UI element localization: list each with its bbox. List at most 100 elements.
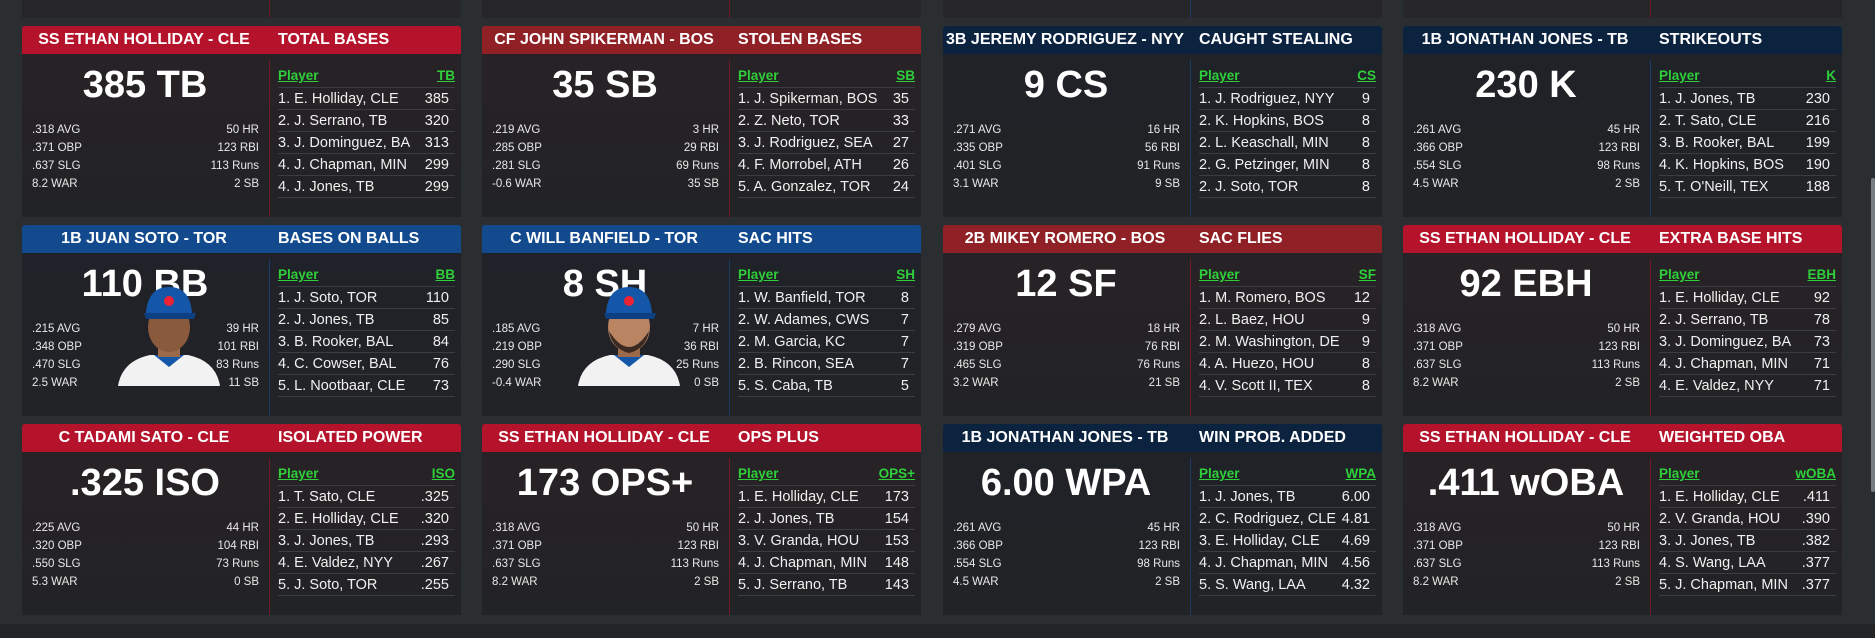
column-stat[interactable]: wOBA [1795, 466, 1837, 481]
leader-row[interactable]: 4. J. Chapman, MIN 71 [1659, 353, 1836, 375]
leader-row[interactable]: 5. T. O'Neill, TEX 188 [1659, 176, 1836, 198]
leader-row[interactable]: 2. K. Hopkins, BOS 8 [1199, 110, 1376, 132]
leader-card[interactable]: SS ETHAN HOLLIDAY - CLE TOTAL BASES 385 … [22, 26, 461, 217]
leader-card[interactable]: C TADAMI SATO - CLE ISOLATED POWER .325 … [22, 424, 461, 615]
column-player[interactable]: Player [738, 267, 779, 282]
leader-row[interactable]: 1. J. Soto, TOR 110 [278, 287, 455, 309]
leader-card[interactable]: SS ETHAN HOLLIDAY - CLE OPS PLUS 173 OPS… [482, 424, 921, 615]
leader-row[interactable]: 1. E. Holliday, CLE 92 [1659, 287, 1836, 309]
leader-row[interactable]: 2. T. Sato, CLE 216 [1659, 110, 1836, 132]
leader-row[interactable]: 2. J. Serrano, TB 78 [1659, 309, 1836, 331]
column-player[interactable]: Player [1199, 267, 1240, 282]
leader-row[interactable]: 4. K. Hopkins, BOS 190 [1659, 154, 1836, 176]
leader-row[interactable]: 4. J. Chapman, MIN 4.56 [1199, 552, 1376, 574]
column-stat[interactable]: ISO [431, 466, 455, 481]
leader-row[interactable]: 1. J. Spikerman, BOS 35 [738, 88, 915, 110]
leader-row[interactable]: 4. V. Scott II, TEX 8 [1199, 375, 1376, 397]
leader-row[interactable]: 1. E. Holliday, CLE .411 [1659, 486, 1836, 508]
leader-card[interactable]: SS ETHAN HOLLIDAY - CLE WEIGHTED OBA .41… [1403, 424, 1842, 615]
leader-card[interactable]: 1B JONATHAN JONES - TB STRIKEOUTS 230 K … [1403, 26, 1842, 217]
column-player[interactable]: Player [1199, 466, 1240, 481]
leader-row[interactable]: 5. L. Nootbaar, CLE 73 [278, 375, 455, 397]
leader-row[interactable]: 3. E. Holliday, CLE 4.69 [1199, 530, 1376, 552]
vertical-scrollbar[interactable] [1871, 178, 1875, 492]
leader-row[interactable]: 3. B. Rooker, BAL 199 [1659, 132, 1836, 154]
leader-row[interactable]: 2. G. Petzinger, MIN 8 [1199, 154, 1376, 176]
leader-row[interactable]: 1. J. Jones, TB 6.00 [1199, 486, 1376, 508]
leader-row[interactable]: 5. J. Serrano, TB 143 [738, 574, 915, 596]
leader-row[interactable]: 2. J. Soto, TOR 8 [1199, 176, 1376, 198]
column-stat[interactable]: TB [437, 68, 455, 83]
leader-card[interactable]: 2B MIKEY ROMERO - BOS SAC FLIES 12 SF .2… [943, 225, 1382, 416]
leader-row[interactable]: 5. A. Gonzalez, TOR 24 [738, 176, 915, 198]
leader-row[interactable]: 1. W. Banfield, TOR 8 [738, 287, 915, 309]
column-stat[interactable]: SB [896, 68, 915, 83]
leader-row[interactable]: 4. S. Wang, LAA .377 [1659, 552, 1836, 574]
leader-card[interactable]: CF JOHN SPIKERMAN - BOS STOLEN BASES 35 … [482, 26, 921, 217]
column-stat[interactable]: SF [1358, 267, 1376, 282]
leader-row[interactable]: 2. J. Jones, TB 154 [738, 508, 915, 530]
leader-row[interactable]: 3. J. Dominguez, BA 313 [278, 132, 455, 154]
leader-row[interactable]: 1. E. Holliday, CLE 173 [738, 486, 915, 508]
column-player[interactable]: Player [278, 68, 319, 83]
leader-row[interactable]: 2. W. Adames, CWS 7 [738, 309, 915, 331]
leader-row[interactable]: 5. S. Wang, LAA 4.32 [1199, 574, 1376, 596]
leader-row[interactable]: 3. J. Jones, TB .293 [278, 530, 455, 552]
leader-row[interactable]: 4. E. Valdez, NYY 71 [1659, 375, 1836, 397]
leader-row[interactable]: 2. L. Keaschall, MIN 8 [1199, 132, 1376, 154]
leader-row[interactable]: 4. J. Jones, TB 299 [278, 176, 455, 198]
leader-row[interactable]: 3. J. Jones, TB .382 [1659, 530, 1836, 552]
column-stat[interactable]: EBH [1807, 267, 1836, 282]
leader-row[interactable]: 2. J. Serrano, TB 320 [278, 110, 455, 132]
leader-row[interactable]: 2. M. Garcia, KC 7 [738, 331, 915, 353]
leader-row[interactable]: 3. J. Rodriguez, SEA 27 [738, 132, 915, 154]
leader-row[interactable]: 1. M. Romero, BOS 12 [1199, 287, 1376, 309]
leader-row[interactable]: 2. C. Rodriguez, CLE 4.81 [1199, 508, 1376, 530]
leader-row[interactable]: 4. E. Valdez, NYY .267 [278, 552, 455, 574]
leader-card[interactable]: 1B JONATHAN JONES - TB WIN PROB. ADDED 6… [943, 424, 1382, 615]
leader-row[interactable]: 4. J. Chapman, MIN 299 [278, 154, 455, 176]
leader-row[interactable]: 5. J. Chapman, MIN .377 [1659, 574, 1836, 596]
leader-row[interactable]: 5. S. Caba, TB 5 [738, 375, 915, 397]
column-player[interactable]: Player [1199, 68, 1240, 83]
leader-row[interactable]: 4. A. Huezo, HOU 8 [1199, 353, 1376, 375]
leader-row[interactable]: 3. J. Dominguez, BA 73 [1659, 331, 1836, 353]
leader-row[interactable]: 2. V. Granda, HOU .390 [1659, 508, 1836, 530]
column-player[interactable]: Player [1659, 466, 1700, 481]
leader-card[interactable]: 1B JUAN SOTO - TOR BASES ON BALLS 110 BB [22, 225, 461, 416]
column-stat[interactable]: OPS+ [878, 466, 915, 481]
column-stat[interactable]: K [1826, 68, 1836, 83]
leader-card[interactable]: SS ETHAN HOLLIDAY - CLE EXTRA BASE HITS … [1403, 225, 1842, 416]
player-stats: .318 AVG 50 HR .371 OBP 123 RBI .637 SLG… [492, 519, 719, 591]
leader-row[interactable]: 4. C. Cowser, BAL 76 [278, 353, 455, 375]
column-stat[interactable]: SH [896, 267, 915, 282]
leader-row[interactable]: 3. V. Granda, HOU 153 [738, 530, 915, 552]
leader-card[interactable]: 3B JEREMY RODRIGUEZ - NYY CAUGHT STEALIN… [943, 26, 1382, 217]
column-player[interactable]: Player [1659, 68, 1700, 83]
column-stat[interactable]: CS [1357, 68, 1376, 83]
column-player[interactable]: Player [738, 68, 779, 83]
leader-row[interactable]: 2. Z. Neto, TOR 33 [738, 110, 915, 132]
card-body: 385 TB .318 AVG 50 HR .371 OBP 123 RBI .… [22, 54, 461, 217]
column-player[interactable]: Player [278, 466, 319, 481]
leader-row[interactable]: 2. J. Jones, TB 85 [278, 309, 455, 331]
leader-row[interactable]: 2. M. Washington, DET 9 [1199, 331, 1376, 353]
stat-right: 2 SB [1615, 178, 1640, 190]
column-player[interactable]: Player [1659, 267, 1700, 282]
leader-row[interactable]: 1. J. Rodriguez, NYY 9 [1199, 88, 1376, 110]
column-stat[interactable]: BB [435, 267, 456, 282]
leader-row[interactable]: 3. B. Rooker, BAL 84 [278, 331, 455, 353]
column-player[interactable]: Player [278, 267, 319, 282]
leader-row[interactable]: 5. J. Soto, TOR .255 [278, 574, 455, 596]
leader-row[interactable]: 2. E. Holliday, CLE .320 [278, 508, 455, 530]
leader-row[interactable]: 1. E. Holliday, CLE 385 [278, 88, 455, 110]
column-stat[interactable]: WPA [1345, 466, 1377, 481]
leader-card[interactable]: C WILL BANFIELD - TOR SAC HITS 8 SH [482, 225, 921, 416]
leader-row[interactable]: 4. J. Chapman, MIN 148 [738, 552, 915, 574]
leader-row[interactable]: 2. B. Rincon, SEA 7 [738, 353, 915, 375]
column-player[interactable]: Player [738, 466, 779, 481]
leader-row[interactable]: 1. T. Sato, CLE .325 [278, 486, 455, 508]
leader-row[interactable]: 4. F. Morrobel, ATH 26 [738, 154, 915, 176]
leader-row[interactable]: 2. L. Baez, HOU 9 [1199, 309, 1376, 331]
leader-row[interactable]: 1. J. Jones, TB 230 [1659, 88, 1836, 110]
